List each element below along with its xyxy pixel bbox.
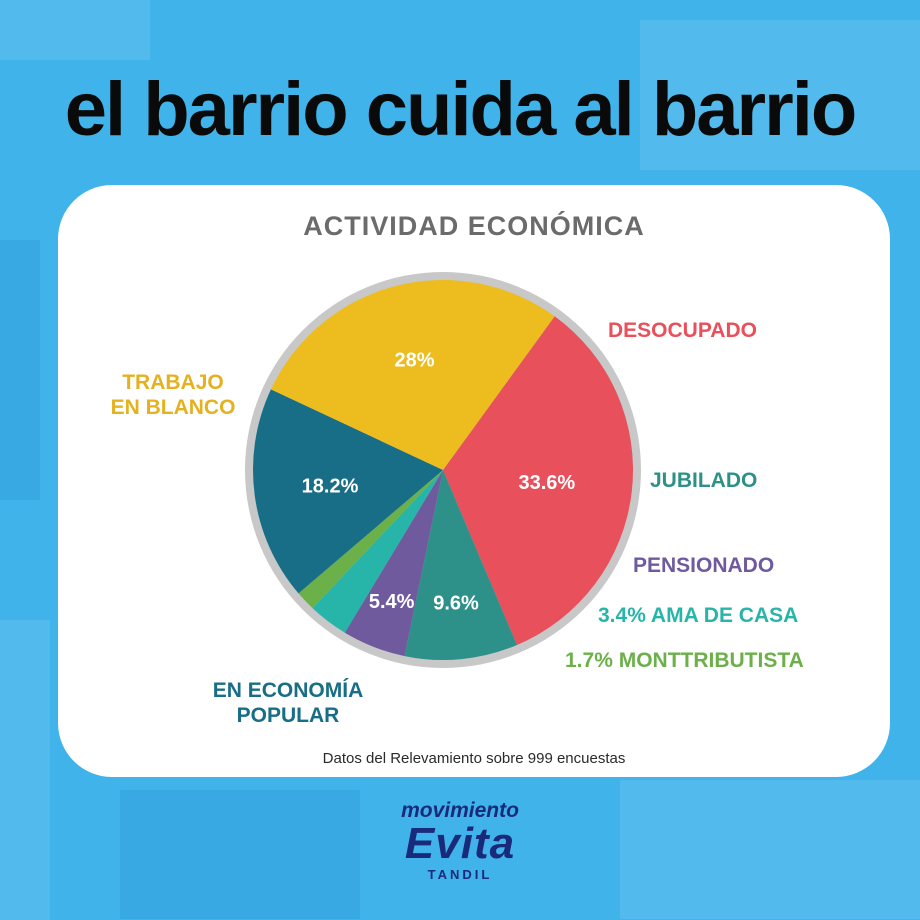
slice-category-label: 3.4% AMA DE CASA — [598, 604, 798, 627]
background-block — [0, 620, 50, 920]
slice-value-label: 18.2% — [302, 475, 359, 497]
pie-slice-0 — [443, 316, 633, 646]
slice-value-label: 33.6% — [518, 472, 575, 494]
pie-slice-6 — [270, 280, 555, 470]
slice-value-label: 9.6% — [433, 592, 479, 614]
slice-category-label: EN ECONOMÍA POPULAR — [213, 679, 364, 727]
chart-card: ACTIVIDAD ECONÓMICA 33.6% 9.6% 5.4% 18.2% 28… — [58, 185, 890, 777]
slice-category-label: TRABAJO EN BLANCO — [111, 371, 236, 419]
background-block — [120, 790, 360, 919]
background-block — [640, 20, 920, 170]
slice-value-label: 28% — [395, 350, 435, 372]
background-block — [0, 240, 40, 500]
brand-city-text: TANDIL — [427, 867, 493, 883]
brand-top-text: movimiento — [401, 799, 519, 822]
source-note: Datos del Relevamiento sobre 999 encuest… — [322, 750, 626, 767]
headline: el barrio cuida al barrio — [64, 67, 858, 152]
slice-category-label: PENSIONADO — [633, 554, 774, 577]
slice-category-label: JUBILADO — [650, 469, 757, 492]
slice-value-label: 5.4% — [369, 591, 415, 613]
pie-chart: 33.6% 9.6% 5.4% 18.2% 28% DESOCUPADO JUBILADO… — [111, 272, 804, 727]
pie-slice-2 — [344, 470, 443, 657]
slice-category-label: DESOCUPADO — [608, 319, 757, 342]
background-block — [620, 780, 920, 919]
brand-logo: movimiento Evita TANDIL — [380, 800, 540, 882]
slice-category-label: 1.7% MONTTRIBUTISTA — [565, 649, 804, 672]
pie-slice-4 — [298, 470, 443, 609]
chart-title: ACTIVIDAD ECONÓMICA — [303, 211, 645, 241]
pie-slice-3 — [312, 470, 443, 633]
brand-main-text: Evita — [404, 819, 516, 868]
background-block — [0, 0, 150, 60]
pie-slice-1 — [404, 470, 517, 660]
pie-slice-5 — [252, 389, 443, 594]
